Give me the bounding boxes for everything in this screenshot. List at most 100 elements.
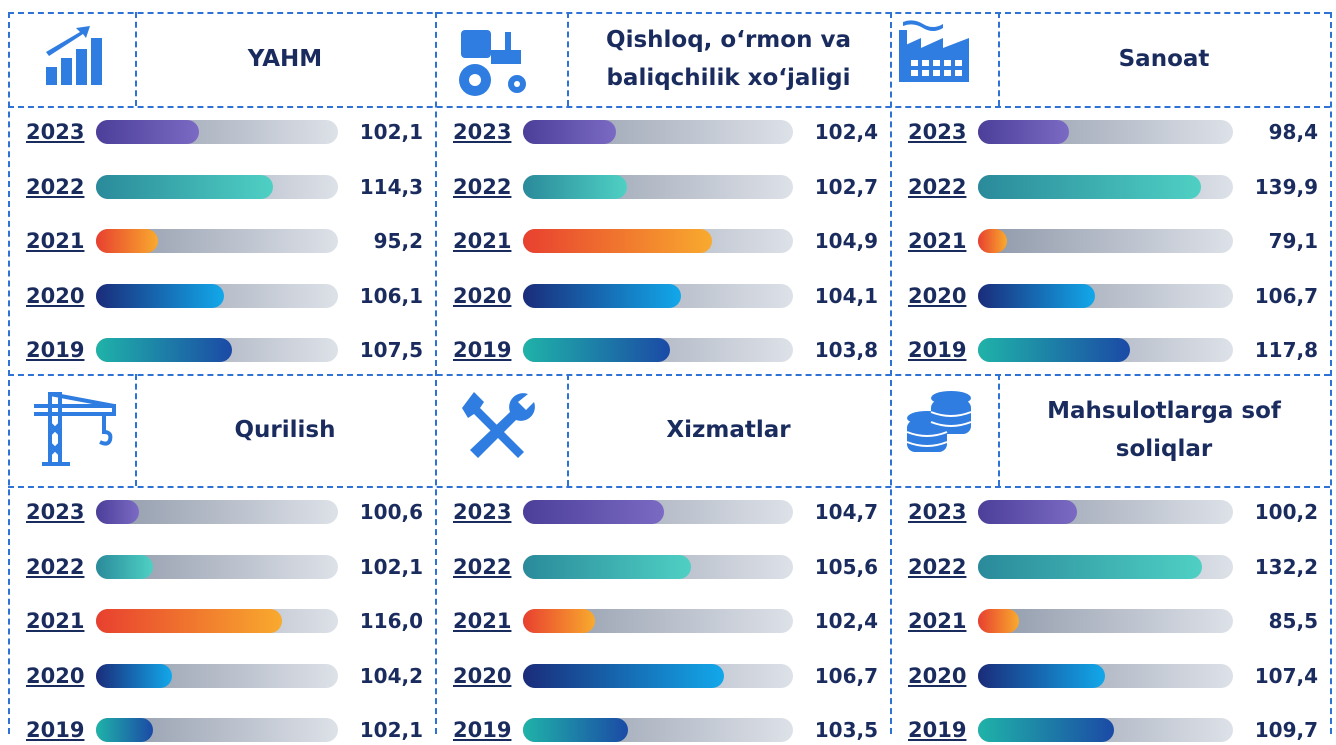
title-text: YAHM [247,46,323,72]
bar [96,120,200,144]
bar-track [96,338,338,362]
value-label: 117,8 [1254,338,1318,362]
bar [978,609,1020,633]
year-label: 2020 [908,663,967,688]
year-label: 2023 [908,500,967,524]
bar [96,554,153,579]
bar-track [96,120,338,144]
year-label: 2023 [453,500,512,524]
divider [135,12,137,106]
year-label: 2020 [453,663,512,688]
bar-track [523,609,793,633]
bar [978,283,1095,308]
bar-track [523,174,793,199]
bar [523,718,628,742]
divider [135,374,137,486]
bar-track [96,229,338,253]
icon-factory [899,20,969,82]
bar-track [96,663,338,688]
bar-track [978,283,1233,308]
year-label: 2023 [26,500,85,524]
bar [978,663,1106,688]
year-label: 2019 [908,718,967,742]
bar-track [978,554,1233,579]
year-label: 2022 [453,174,512,199]
value-label: 109,7 [1254,718,1318,742]
bar [978,718,1115,742]
bar [523,229,712,253]
year-label: 2022 [26,174,85,199]
title-text: Qurilish [234,417,336,443]
year-label: 2021 [453,229,512,253]
bar [523,283,682,308]
bar-track [523,663,793,688]
value-label: 102,7 [814,174,878,199]
value-label: 106,7 [814,663,878,688]
bar-track [523,338,793,362]
divider [8,12,1330,14]
bar [96,283,224,308]
bar-track [978,174,1233,199]
panel-title: Qishloq, o‘rmon va baliqchilik xo‘jaligi [567,12,890,106]
value-label: 100,2 [1254,500,1318,524]
bar [978,120,1069,144]
value-label: 107,5 [359,338,423,362]
bar [96,229,158,253]
value-label: 102,1 [359,718,423,742]
bar-track [96,283,338,308]
year-label: 2022 [908,174,967,199]
year-label: 2020 [908,283,967,308]
value-label: 106,7 [1254,283,1318,308]
year-label: 2020 [26,283,85,308]
panel-title: YAHM [135,12,435,106]
title-text: Mahsulotlarga sof soliqlar [1047,398,1281,462]
title-text: Qishloq, o‘rmon va baliqchilik xo‘jaligi [606,27,851,91]
divider [998,12,1000,106]
year-label: 2023 [908,120,967,144]
divider [567,374,569,486]
divider [1330,12,1332,734]
bar-track [523,500,793,524]
value-label: 105,6 [814,554,878,579]
divider [8,12,10,734]
value-label: 116,0 [359,609,423,633]
bar-track [523,120,793,144]
bar-track [978,609,1233,633]
icon-coins [906,391,972,452]
bar-track [523,283,793,308]
value-label: 139,9 [1254,174,1318,199]
panel-title: Sanoat [998,12,1330,106]
bar-track [96,174,338,199]
panel-title: Mahsulotlarga sof soliqlar [998,374,1330,486]
bar-track [523,554,793,579]
value-label: 114,3 [359,174,423,199]
bar [523,554,691,579]
year-label: 2023 [453,120,512,144]
value-label: 103,5 [814,718,878,742]
year-label: 2019 [908,338,967,362]
year-label: 2022 [26,554,85,579]
bar-track [96,500,338,524]
bar [96,338,233,362]
year-label: 2022 [908,554,967,579]
bar [523,120,616,144]
year-label: 2021 [908,229,967,253]
bar [523,609,595,633]
value-label: 102,4 [814,609,878,633]
value-label: 104,1 [814,283,878,308]
year-label: 2023 [26,120,85,144]
icon-tools [462,392,535,458]
year-label: 2021 [26,609,85,633]
panel-title: Xizmatlar [567,374,890,486]
bar-track [96,609,338,633]
bar [978,229,1007,253]
value-label: 104,7 [814,500,878,524]
bar-track [978,663,1233,688]
bar [523,338,670,362]
value-label: 104,2 [359,663,423,688]
icon-tractor [459,30,526,96]
bar [96,500,139,524]
year-label: 2021 [453,609,512,633]
year-label: 2022 [453,554,512,579]
bar-track [523,229,793,253]
